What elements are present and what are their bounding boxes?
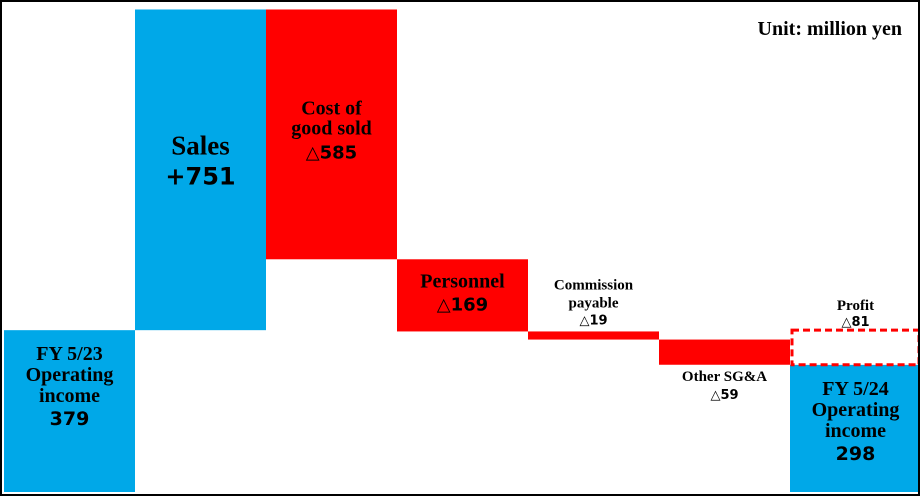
value-label-1: +751 [165, 162, 235, 190]
bar-label-0-0: FY 5/23 [36, 343, 102, 365]
bar-label-2-0: Cost of [301, 97, 362, 119]
unit-label: Unit: million yen [757, 18, 902, 40]
value-label-3: △169 [437, 294, 488, 315]
value-label-6: 298 [836, 443, 876, 465]
value-label-0: 379 [50, 408, 90, 430]
bar-label-3-0: Personnel [420, 270, 505, 292]
bar-label-2-1: good sold [291, 117, 372, 139]
bar-3 [397, 259, 528, 332]
bar-label-0-2: income [39, 385, 100, 407]
profit-box [790, 328, 918, 367]
bar-5 [659, 339, 790, 365]
value-label-5: △59 [710, 388, 738, 403]
bar-0 [4, 330, 135, 492]
bar-6 [790, 364, 918, 492]
value-label-4: △19 [579, 313, 607, 328]
bar-label-4-1: payable [568, 295, 618, 311]
bar-4 [528, 331, 659, 340]
profit-label: Profit [837, 298, 874, 314]
bar-label-0-1: Operating [26, 364, 114, 386]
bar-label-6-1: Operating [812, 399, 900, 421]
profit-value: △81 [841, 315, 869, 330]
bar-label-5-0: Other SG&A [682, 369, 767, 385]
bar-label-4-0: Commission [554, 277, 634, 293]
bar-1 [135, 9, 266, 331]
bar-label-6-2: income [825, 420, 886, 442]
bar-label-6-0: FY 5/24 [822, 378, 888, 400]
bar-label-1-0: Sales [171, 130, 230, 160]
value-label-2: △585 [306, 142, 357, 163]
bar-2 [266, 9, 397, 260]
